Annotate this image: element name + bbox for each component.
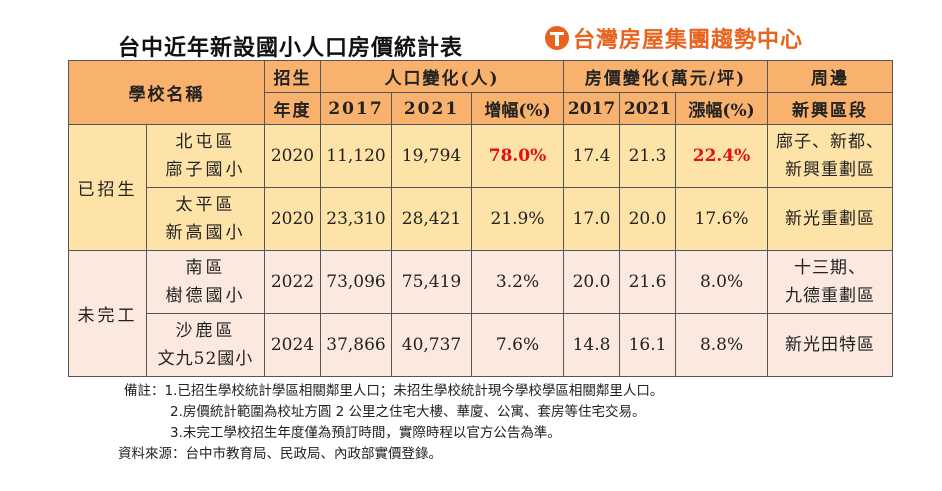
area-cell: 新光田特區 (767, 313, 894, 377)
header-price-2017: 2017 (563, 92, 621, 125)
note-2: 2.房價統計範圍為校址方圓 2 公里之住宅大樓、華廈、公寓、套房等住宅交易。 (170, 404, 646, 420)
area-line-1: 新光田特區 (785, 335, 876, 355)
enroll-year: 2022 (264, 250, 321, 314)
header-enroll-2: 年度 (264, 92, 321, 125)
header-pop-growth: 增幅(%) (470, 92, 565, 125)
pop-2017: 37,866 (320, 313, 392, 377)
enroll-year: 2024 (264, 313, 321, 377)
pop-2017: 23,310 (320, 187, 392, 251)
brand: 台灣房屋集團趨勢中心 (545, 22, 803, 54)
pop-growth: 3.2% (470, 250, 565, 314)
brand-name: 台灣房屋集團趨勢中心 (573, 28, 804, 53)
taiwan-house-logo-icon (545, 26, 569, 50)
district-name: 南區 (185, 258, 226, 278)
header-enroll-1: 招生 (264, 60, 321, 93)
price-growth: 8.8% (675, 313, 769, 377)
pop-2017: 73,096 (320, 250, 392, 314)
header-pop-2017: 2017 (320, 92, 392, 125)
pop-growth: 78.0% (470, 124, 565, 188)
area-line-1: 廍子、新都、 (776, 132, 885, 152)
page-title: 台中近年新設國小人口房價統計表 (118, 36, 464, 61)
area-line-2: 新興重劃區 (785, 160, 876, 180)
stats-table: 學校名稱 招生 人口變化(人) 房價變化(萬元/坪) 周邊 年度 2017 20… (68, 60, 894, 377)
header-price: 房價變化(萬元/坪) (563, 60, 769, 93)
group-unfinished: 未完工 (68, 250, 147, 377)
area-cell: 新光重劃區 (767, 187, 894, 251)
enroll-year: 2020 (264, 187, 321, 251)
district-name: 沙鹿區 (175, 321, 236, 341)
header-pop-2021: 2021 (391, 92, 472, 125)
area-cell: 廍子、新都、 新興重劃區 (767, 124, 894, 188)
header-row-1: 學校名稱 招生 人口變化(人) 房價變化(萬元/坪) 周邊 (68, 60, 894, 125)
pop-growth: 21.9% (470, 187, 565, 251)
price-2017: 17.4 (563, 124, 621, 188)
table-row: 未完工 南區 樹德國小 2022 73,096 75,419 3.2% 20.0… (68, 250, 894, 377)
data-source: 資料來源：台中市教育局、民政局、內政部實價登錄。 (118, 446, 442, 462)
school-name: 文九52國小 (157, 349, 254, 369)
district-name: 北屯區 (175, 132, 236, 152)
header: 台中近年新設國小人口房價統計表 台灣房屋集團趨勢中心 (0, 0, 942, 61)
table-row: 已招生 北屯區 廍子國小 2020 11,120 19,794 78.0% 17… (68, 124, 894, 251)
table-row: 沙鹿區 文九52國小 2024 37,866 40,737 7.6% 14.8 … (69, 313, 894, 377)
price-growth: 17.6% (675, 187, 769, 251)
pop-2021: 40,737 (391, 313, 472, 377)
table-row: 太平區 新高國小 2020 23,310 28,421 21.9% 17.0 2… (69, 187, 894, 251)
school-cell: 南區 樹德國小 (146, 250, 265, 314)
area-line-1: 新光重劃區 (785, 209, 876, 229)
pop-growth: 7.6% (470, 313, 565, 377)
school-name: 樹德國小 (165, 286, 246, 306)
footnotes: 備註：1.已招生學校統計學區相關鄰里人口；未招生學校統計現今學校學區相關鄰里人口… (118, 381, 664, 465)
price-2017: 17.0 (563, 187, 621, 251)
note-3: 3.未完工學校招生年度僅為預訂時間，實際時程以官方公告為準。 (170, 425, 561, 441)
school-cell: 北屯區 廍子國小 (146, 124, 265, 188)
district-name: 太平區 (175, 195, 236, 215)
header-row-2: 年度 2017 2021 增幅(%) 2017 2021 漲幅(%) 新興區段 (69, 92, 894, 125)
price-growth: 8.0% (675, 250, 769, 314)
price-growth: 22.4% (675, 124, 769, 188)
pop-2021: 19,794 (391, 124, 472, 188)
school-cell: 沙鹿區 文九52國小 (146, 313, 265, 377)
header-school: 學校名稱 (68, 60, 265, 125)
price-2017: 20.0 (563, 250, 621, 314)
area-cell: 十三期、 九德重劃區 (767, 250, 894, 314)
price-2017: 14.8 (563, 313, 621, 377)
pop-2021: 28,421 (391, 187, 472, 251)
header-price-2021: 2021 (619, 92, 677, 125)
enroll-year: 2020 (264, 124, 321, 188)
note-1: 備註：1.已招生學校統計學區相關鄰里人口；未招生學校統計現今學校學區相關鄰里人口… (124, 383, 664, 399)
pop-2021: 75,419 (391, 250, 472, 314)
school-name: 新高國小 (165, 223, 246, 243)
school-name: 廍子國小 (165, 160, 246, 180)
header-population: 人口變化(人) (319, 60, 565, 93)
header-price-growth: 漲幅(%) (675, 92, 769, 125)
header-area-2: 新興區段 (767, 92, 894, 125)
price-2021: 21.3 (619, 124, 677, 188)
school-cell: 太平區 新高國小 (146, 187, 265, 251)
price-2021: 21.6 (619, 250, 677, 314)
area-line-2: 九德重劃區 (785, 286, 876, 306)
header-area-1: 周邊 (767, 60, 894, 93)
group-enrolled: 已招生 (68, 124, 147, 251)
price-2021: 20.0 (619, 187, 677, 251)
price-2021: 16.1 (619, 313, 677, 377)
pop-2017: 11,120 (320, 124, 392, 188)
area-line-1: 十三期、 (794, 258, 867, 278)
